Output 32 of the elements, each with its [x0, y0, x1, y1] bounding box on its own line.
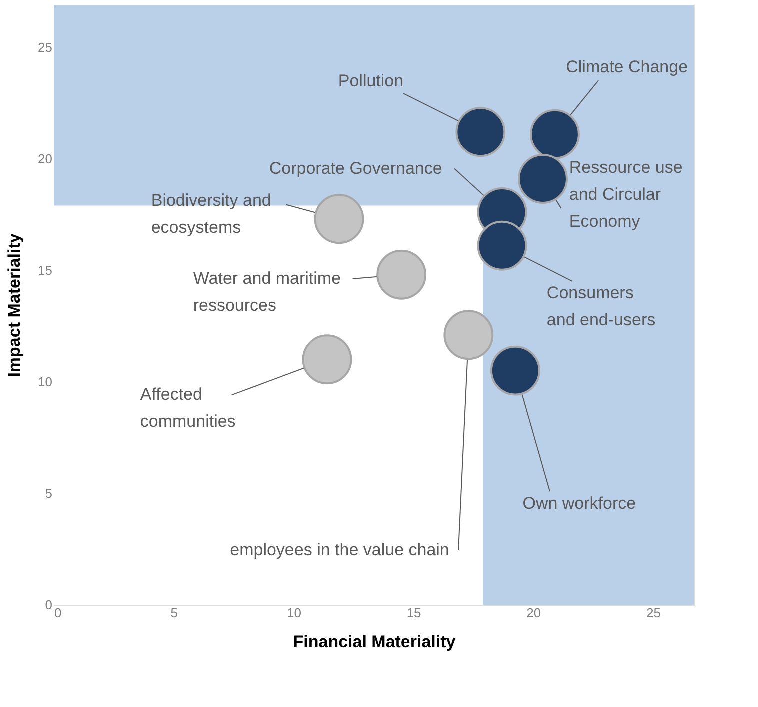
x-tick-label: 0 — [54, 606, 62, 620]
point — [490, 346, 540, 396]
data-label: Consumers and end-users — [546, 284, 656, 330]
data-label: Climate Change — [566, 57, 688, 76]
data-label: Affected communities — [140, 385, 236, 432]
x-tick-label: 20 — [526, 606, 542, 620]
x-axis-title: Financial Materiality — [293, 632, 456, 652]
point — [518, 154, 568, 204]
point — [444, 310, 494, 360]
data-label: Ressource use and Circular Economy — [569, 158, 683, 231]
x-tick-label: 25 — [646, 606, 661, 620]
data-label: Water and maritime ressources — [193, 268, 342, 315]
data-label: Pollution — [338, 71, 404, 90]
y-tick-label: 25 — [38, 40, 52, 55]
y-tick-label: 10 — [38, 374, 52, 390]
data-label: Biodiversity and ecosystems — [151, 190, 272, 237]
x-tick-label: 15 — [406, 606, 422, 620]
point — [477, 220, 528, 271]
x-tick-label: 5 — [170, 606, 178, 620]
point — [302, 334, 352, 385]
y-tick-label: 15 — [38, 262, 52, 278]
point — [456, 107, 506, 158]
y-axis-title: Impact Materiality — [5, 233, 24, 378]
x-tick-label: 10 — [286, 606, 302, 620]
y-tick-label: 20 — [38, 151, 52, 166]
data-label: Own workforce — [522, 494, 636, 513]
data-label: Corporate Governance — [269, 158, 442, 178]
point — [376, 250, 427, 300]
point — [530, 109, 580, 160]
y-tick-label: 5 — [45, 486, 52, 501]
point — [314, 194, 364, 244]
data-label: employees in the value chain — [230, 540, 450, 560]
